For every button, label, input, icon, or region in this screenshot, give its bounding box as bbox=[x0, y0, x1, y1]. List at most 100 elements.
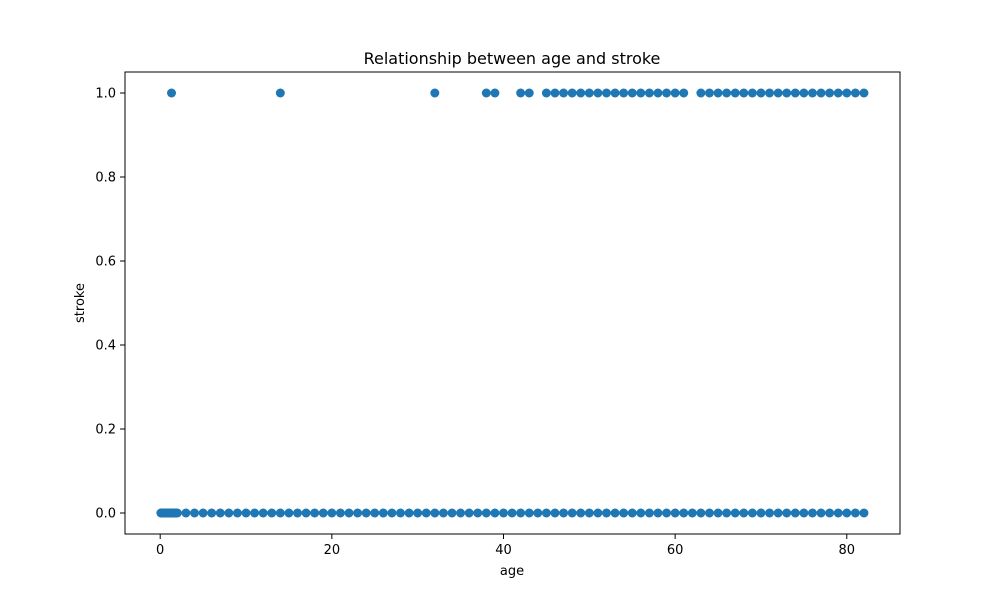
data-point bbox=[610, 88, 620, 98]
data-point bbox=[842, 508, 852, 518]
data-point bbox=[859, 88, 869, 98]
data-point bbox=[541, 88, 551, 98]
data-point bbox=[842, 88, 852, 98]
data-point bbox=[679, 508, 689, 518]
y-tick-label: 1.0 bbox=[95, 87, 116, 102]
data-point bbox=[447, 508, 457, 518]
data-point bbox=[516, 508, 526, 518]
data-point bbox=[172, 508, 182, 518]
data-point bbox=[722, 88, 732, 98]
data-point bbox=[507, 508, 517, 518]
data-point bbox=[739, 508, 749, 518]
data-point bbox=[756, 508, 766, 518]
data-point bbox=[636, 88, 646, 98]
y-tick-label: 0.0 bbox=[95, 507, 116, 522]
data-point bbox=[601, 88, 611, 98]
data-point bbox=[610, 508, 620, 518]
data-point bbox=[430, 88, 440, 98]
plot-frame bbox=[124, 71, 901, 535]
x-axis: 0 20 40 60 80 bbox=[156, 534, 855, 558]
data-point bbox=[584, 88, 594, 98]
data-point bbox=[662, 88, 672, 98]
y-tick-label: 0.8 bbox=[95, 171, 116, 186]
data-point bbox=[181, 508, 191, 518]
data-point bbox=[782, 508, 792, 518]
data-point bbox=[378, 508, 388, 518]
x-axis-label: age bbox=[500, 564, 524, 579]
data-point bbox=[207, 508, 217, 518]
data-point bbox=[833, 88, 843, 98]
x-tick-label: 80 bbox=[839, 543, 856, 558]
data-point bbox=[301, 508, 311, 518]
y-tick-label: 0.4 bbox=[95, 339, 116, 354]
data-point bbox=[550, 88, 560, 98]
data-point bbox=[327, 508, 337, 518]
data-point bbox=[524, 508, 534, 518]
data-point bbox=[704, 88, 714, 98]
data-point bbox=[533, 508, 543, 518]
data-point bbox=[584, 508, 594, 518]
x-tick-label: 60 bbox=[667, 543, 684, 558]
data-point bbox=[404, 508, 414, 518]
data-point bbox=[335, 508, 345, 518]
data-point bbox=[576, 508, 586, 518]
data-point bbox=[713, 508, 723, 518]
data-point bbox=[559, 88, 569, 98]
data-point bbox=[679, 88, 689, 98]
data-point bbox=[490, 508, 500, 518]
data-point bbox=[481, 88, 491, 98]
data-point bbox=[318, 508, 328, 518]
data-point bbox=[704, 508, 714, 518]
data-point bbox=[344, 508, 354, 518]
data-point bbox=[550, 508, 560, 518]
data-point bbox=[421, 508, 431, 518]
y-axis: 0.0 0.2 0.4 0.6 0.8 1.0 bbox=[95, 87, 125, 522]
data-point bbox=[167, 88, 177, 98]
data-point bbox=[747, 508, 757, 518]
data-point bbox=[275, 88, 285, 98]
data-point bbox=[799, 88, 809, 98]
data-point bbox=[361, 508, 371, 518]
data-point bbox=[387, 508, 397, 518]
data-point bbox=[782, 88, 792, 98]
data-point bbox=[396, 508, 405, 518]
data-point bbox=[765, 508, 775, 518]
data-point bbox=[687, 508, 697, 518]
data-point bbox=[670, 508, 680, 518]
data-point bbox=[696, 88, 706, 98]
data-point bbox=[190, 508, 200, 518]
data-point bbox=[473, 508, 483, 518]
data-point bbox=[456, 508, 466, 518]
data-point bbox=[627, 88, 637, 98]
data-point bbox=[464, 508, 474, 518]
data-point bbox=[730, 88, 740, 98]
data-point bbox=[593, 88, 603, 98]
x-tick-label: 20 bbox=[324, 543, 341, 558]
data-point bbox=[636, 508, 646, 518]
data-point bbox=[576, 88, 586, 98]
x-tick-label: 0 bbox=[156, 543, 164, 558]
data-point bbox=[250, 508, 260, 518]
data-point bbox=[756, 88, 766, 98]
data-point bbox=[765, 88, 775, 98]
data-point bbox=[653, 508, 663, 518]
data-point bbox=[833, 508, 843, 518]
data-point bbox=[644, 88, 654, 98]
data-point bbox=[267, 508, 277, 518]
data-point bbox=[730, 508, 740, 518]
data-point bbox=[516, 88, 526, 98]
chart-title: Relationship between age and stroke bbox=[364, 49, 661, 68]
data-point bbox=[816, 88, 826, 98]
data-point bbox=[825, 508, 835, 518]
data-point bbox=[215, 508, 225, 518]
data-point bbox=[859, 508, 869, 518]
data-point bbox=[567, 88, 577, 98]
data-point bbox=[807, 508, 817, 518]
data-point bbox=[275, 508, 285, 518]
data-point bbox=[198, 508, 208, 518]
data-point bbox=[790, 508, 800, 518]
data-point bbox=[293, 508, 303, 518]
data-point bbox=[653, 88, 663, 98]
data-point bbox=[850, 508, 860, 518]
